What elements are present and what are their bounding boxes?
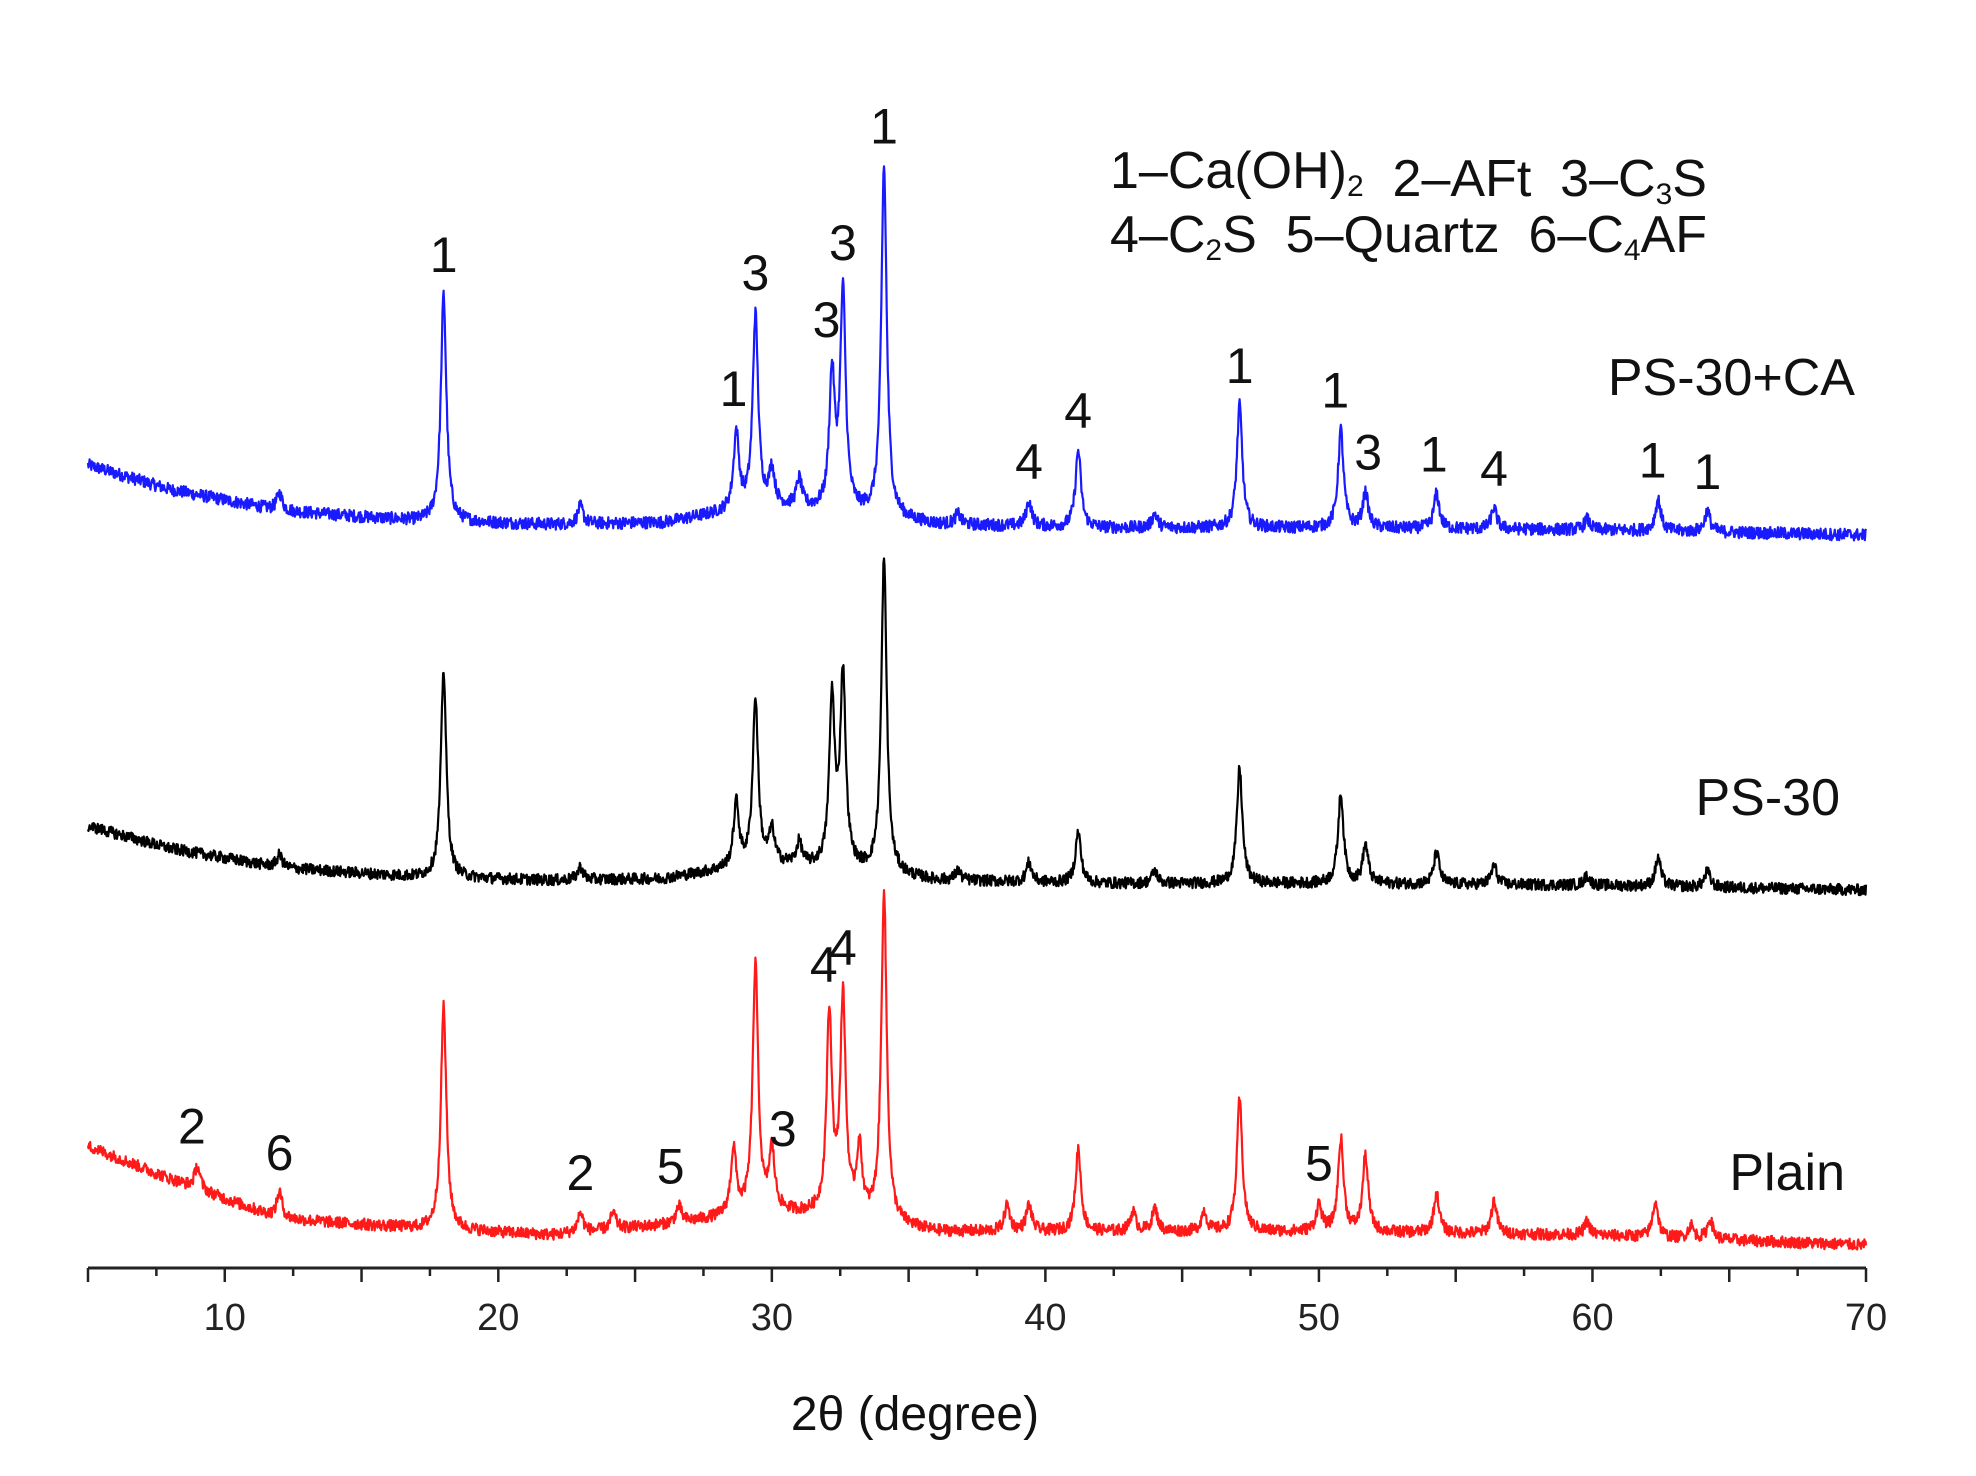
x-tick-label: 60 bbox=[1571, 1297, 1613, 1339]
x-tick-label: 50 bbox=[1298, 1297, 1340, 1339]
legend-entry: 4–C bbox=[1110, 206, 1205, 264]
peak-label: 4 bbox=[829, 920, 857, 976]
legend-entry: 3–C bbox=[1531, 150, 1655, 208]
legend-subscript: 3 bbox=[1656, 178, 1673, 211]
peak-label: 2 bbox=[566, 1145, 594, 1201]
peak-label: 4 bbox=[1480, 441, 1508, 497]
peak-label: 4 bbox=[1015, 434, 1043, 490]
series-layer bbox=[86, 165, 1868, 1251]
peak-label: 6 bbox=[266, 1125, 294, 1181]
x-axis: 10 20 30 40 50 60 70 bbox=[86, 1266, 1887, 1339]
peak-label: 2 bbox=[178, 1099, 206, 1155]
legend-subscript: 4 bbox=[1624, 234, 1641, 267]
series-line-ps-30-ca bbox=[86, 165, 1868, 542]
x-axis-title: 2θ (degree) bbox=[791, 1388, 1039, 1441]
legend-suffix: S bbox=[1222, 206, 1257, 264]
legend-suffix: S bbox=[1672, 150, 1707, 208]
legend-entry: 2–AFt bbox=[1364, 150, 1532, 208]
peak-label: 1 bbox=[870, 99, 898, 155]
legend-entry: 6–C bbox=[1500, 206, 1624, 264]
legend-subscript: 2 bbox=[1205, 234, 1222, 267]
peak-label: 5 bbox=[1305, 1136, 1333, 1192]
peak-label: 1 bbox=[1321, 362, 1349, 418]
peak-label: 4 bbox=[810, 937, 838, 993]
peak-label: 4 bbox=[1064, 383, 1092, 439]
peak-label: 1 bbox=[1639, 432, 1667, 488]
peak-label: 3 bbox=[829, 215, 857, 271]
legend-subscript: 2 bbox=[1347, 170, 1364, 203]
series-label: PS-30 bbox=[1695, 769, 1840, 827]
peak-label: 3 bbox=[1354, 424, 1382, 480]
peak-label: 5 bbox=[657, 1139, 685, 1195]
peak-label: 1 bbox=[1226, 338, 1254, 394]
peak-label: 3 bbox=[813, 292, 841, 348]
peak-label: 3 bbox=[769, 1101, 797, 1157]
x-tick-label: 20 bbox=[477, 1297, 519, 1339]
x-tick-label: 30 bbox=[751, 1297, 793, 1339]
legend-entry: 1–Ca(OH) bbox=[1110, 142, 1347, 200]
legend-row: 1–Ca(OH)2 2–AFt 3–C3S bbox=[1110, 142, 1707, 211]
peak-label: 1 bbox=[430, 227, 458, 283]
legend-suffix: AF bbox=[1641, 206, 1707, 264]
x-tick-label: 40 bbox=[1024, 1297, 1066, 1339]
series-line-plain bbox=[86, 889, 1868, 1251]
peak-label: 1 bbox=[1420, 426, 1448, 482]
peak-label: 1 bbox=[1693, 444, 1721, 500]
series-label: PS-30+CA bbox=[1608, 349, 1855, 407]
series-label: Plain bbox=[1729, 1144, 1845, 1202]
legend-entry: 5–Quartz bbox=[1257, 206, 1500, 264]
peak-label: 1 bbox=[720, 361, 748, 417]
x-tick-label: 10 bbox=[204, 1297, 246, 1339]
series-labels: PS-30+CA PS-30 Plain bbox=[1608, 349, 1855, 1202]
series-line-ps-30 bbox=[86, 557, 1868, 897]
legend-row: 4–C2S 5–Quartz 6–C4AF bbox=[1110, 206, 1707, 267]
peak-label: 3 bbox=[742, 245, 770, 301]
x-tick-label: 70 bbox=[1845, 1297, 1887, 1339]
